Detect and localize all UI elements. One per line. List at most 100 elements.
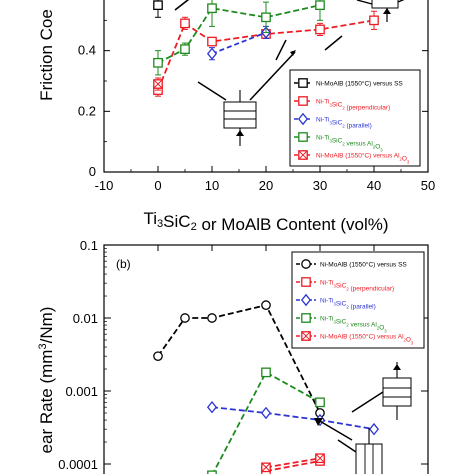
y-axis-title-a: Friction Coe <box>37 9 56 101</box>
series-line-b-1 <box>265 460 321 472</box>
legend-label-a: Ni-Ti3SiC2 (perpendicular) <box>316 99 390 112</box>
x-axis-title-a: Ti3SiC2 or MoAlB Content (vol%) <box>143 209 388 234</box>
y-tick-label-b: 0.01 <box>73 311 98 326</box>
legend-b: Ni-MoAlB (1550°C) versus SS Ni-Ti3SiC2 (p… <box>291 251 425 349</box>
pointer-left-top <box>174 0 190 11</box>
legend-label-a: Ni-Ti3SiC2 versus Al2O3 <box>316 135 383 153</box>
pointer-center-2 <box>197 81 227 101</box>
y-tick-label-a: 0.4 <box>78 43 96 58</box>
legend-marker-b <box>301 259 311 269</box>
series-line-a-1 <box>157 19 375 91</box>
pointer-top-1 <box>397 0 405 3</box>
data-point-a <box>206 47 218 60</box>
worn-surface-insets-a <box>174 0 405 146</box>
pointer-b-3 <box>337 439 357 453</box>
data-point-b <box>260 406 272 420</box>
legend-label-a: Ni-MoAlB (1550°C) versus SS <box>316 80 403 88</box>
series-line-a-2 <box>211 31 267 55</box>
series-line-b-2 <box>211 406 375 431</box>
data-point-b <box>261 300 271 310</box>
legend-label-b: Ni-Ti3SiC2 versus Al2O3 <box>320 316 387 334</box>
pointer-right-1 <box>275 39 287 61</box>
data-point-b <box>261 367 271 378</box>
series-b-2 <box>206 400 380 436</box>
data-point-b <box>180 313 190 323</box>
data-point-a-cross <box>153 79 163 89</box>
y-tick-label-b: 0.001 <box>65 384 98 399</box>
legend-label-a: Ni-MoAlB (1550°C) versus Al2O3 <box>316 152 410 165</box>
data-point-b <box>207 313 217 323</box>
inset-box-bottom <box>355 443 383 474</box>
series-b-4 <box>261 453 325 473</box>
legend-marker-a-cross <box>298 150 308 160</box>
data-point-b <box>207 470 217 474</box>
legend-marker-b <box>301 277 311 287</box>
data-point-b <box>368 422 380 436</box>
legend-marker-a <box>298 132 308 142</box>
series-a-2 <box>206 25 272 61</box>
legend-label-a: Ni-Ti3SiC2 (parallel) <box>316 117 372 130</box>
x-tick-label-a: 20 <box>259 178 273 193</box>
data-point-a <box>369 15 379 26</box>
inset-arrowhead-down <box>236 130 244 136</box>
data-point-b-cross <box>261 462 271 472</box>
data-point-a <box>180 44 190 55</box>
series-a-4 <box>153 77 163 91</box>
series-a-3 <box>153 0 325 76</box>
y-tick-label-b: 0.0001 <box>58 457 98 472</box>
legend-marker-b <box>300 293 312 307</box>
data-point-a <box>315 24 325 35</box>
y-tick-label-b: 0.1 <box>80 238 98 253</box>
pointer-center-1-head <box>290 50 296 56</box>
panel-label-b: (b) <box>116 257 131 271</box>
x-tick-label-a: 50 <box>421 178 435 193</box>
legend-marker-a <box>298 96 308 106</box>
legend-label-b: Ni-Ti3SiC2 (perpendicular) <box>320 280 394 293</box>
legend-marker-b <box>301 313 311 323</box>
data-point-a <box>315 0 325 11</box>
inset-box-center <box>223 101 257 129</box>
pointer-b-1 <box>351 391 384 413</box>
pointer-b-2 <box>317 419 353 441</box>
legend-box-a <box>289 69 421 167</box>
data-point-b <box>153 351 163 362</box>
data-point-a <box>207 3 217 14</box>
y-axis-title-b: ear Rate (mm3/Nm) <box>37 307 56 454</box>
data-point-a <box>261 12 271 23</box>
inset-right-arrowhead-up <box>393 364 401 370</box>
inset-arrowhead-top <box>383 8 391 14</box>
data-point-a <box>153 57 163 68</box>
y-tick-label-a: 0 <box>89 164 96 179</box>
series-line-b-3 <box>211 371 321 474</box>
x-tick-label-a: 10 <box>205 178 219 193</box>
series-b-0 <box>153 300 325 418</box>
legend-a: Ni-MoAlB (1550°C) versus SS Ni-Ti3SiC2 (p… <box>289 69 421 167</box>
legend-marker-a <box>298 78 308 88</box>
inset-box-top <box>371 0 399 9</box>
legend-marker-b-cross <box>301 331 311 341</box>
y-tick-label-a: 0.2 <box>78 103 96 118</box>
series-a-0 <box>153 0 163 18</box>
x-tick-label-a: 0 <box>154 178 161 193</box>
legend-marker-a <box>297 112 309 126</box>
x-tick-label-a: -10 <box>95 178 114 193</box>
series-line-b-4 <box>265 457 321 469</box>
inset-box-right <box>382 377 412 407</box>
data-point-b <box>206 400 218 414</box>
data-point-a <box>180 18 190 29</box>
series-line-a-3 <box>157 4 321 64</box>
legend-label-b: Ni-MoAlB (1550°C) versus SS <box>320 261 407 269</box>
pointer-top-2 <box>356 0 373 5</box>
x-tick-label-a: 30 <box>313 178 327 193</box>
x-tick-label-a: 40 <box>367 178 381 193</box>
worn-surface-insets-b <box>314 362 412 474</box>
pointer-center-1 <box>249 51 296 101</box>
data-point-a <box>153 0 163 11</box>
pointer-b-2-head <box>314 418 323 426</box>
series-b-3 <box>207 367 325 474</box>
pointer-right-2 <box>324 35 343 51</box>
legend-label-b: Ni-MoAlB (1550°C) versus Al2O3 <box>320 333 414 346</box>
data-point-b-cross <box>315 453 325 463</box>
